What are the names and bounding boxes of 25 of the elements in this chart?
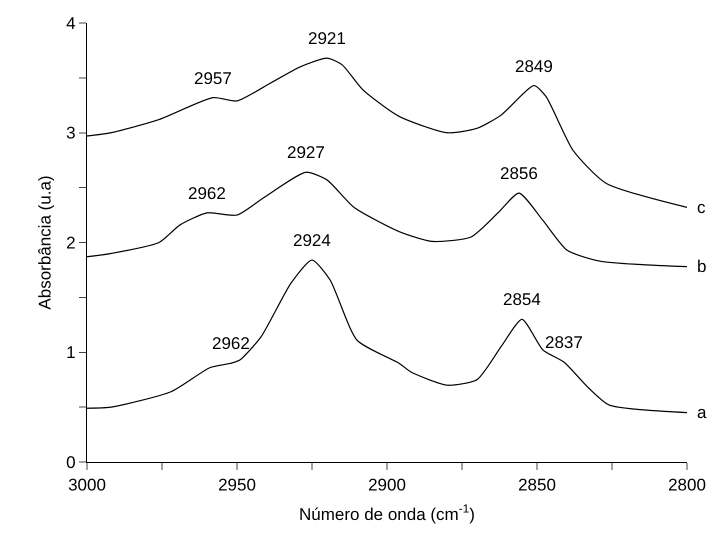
- y-axis-title: Absorbância (u.a): [36, 175, 55, 310]
- annotation: 2962: [188, 184, 226, 203]
- x-tick-label: 2900: [368, 475, 406, 494]
- y-tick-label: 0: [66, 452, 76, 472]
- annotation: 2837: [545, 333, 583, 352]
- y-tick-label: 2: [66, 233, 76, 252]
- series-label: a: [697, 403, 707, 422]
- annotation: 2856: [500, 164, 538, 183]
- annotation: 2854: [503, 290, 541, 309]
- x-tick-label: 2950: [218, 475, 256, 494]
- annotation: 2962: [212, 334, 250, 353]
- series-label: c: [697, 198, 706, 217]
- x-tick-label: 2800: [668, 475, 706, 494]
- x-tick-label: 3000: [68, 475, 106, 494]
- x-tick-label: 2850: [518, 475, 556, 494]
- annotation: 2921: [308, 29, 346, 48]
- y-tick-label: 1: [66, 343, 76, 362]
- annotation: 2849: [515, 57, 553, 76]
- series-label: b: [697, 257, 706, 276]
- annotation: 2924: [293, 231, 331, 250]
- annotation: 2927: [287, 143, 325, 162]
- annotation: 2957: [194, 69, 232, 88]
- x-axis-title: Número de onda (cm$^{-1}$): [299, 502, 475, 524]
- y-tick-label: 4: [66, 14, 76, 33]
- y-tick-label: 3: [66, 124, 76, 143]
